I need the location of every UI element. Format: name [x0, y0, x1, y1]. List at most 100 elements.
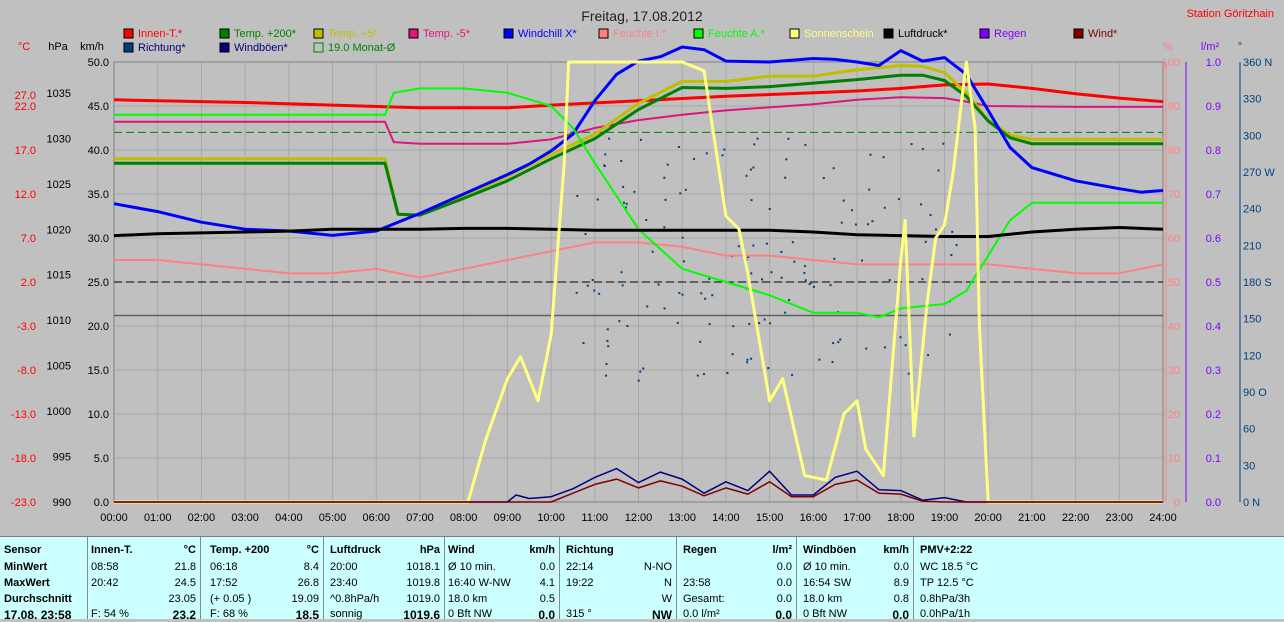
humidity-tick-label: 10 — [1168, 453, 1180, 465]
x-tick-label: 09:00 — [494, 512, 522, 524]
humidity-tick-label: 40 — [1168, 321, 1180, 333]
rain-tick-label: 0.1 — [1206, 453, 1221, 465]
stats-cell-value: W — [661, 593, 672, 605]
stats-cell-label: 0.8hPa/3h — [920, 593, 971, 605]
stats-row: 315 ° NW — [566, 608, 672, 622]
direction-point — [788, 299, 791, 302]
stats-cell-label: Gesamt: — [683, 593, 725, 605]
rain-tick-label: 0.3 — [1206, 365, 1221, 377]
humidity-tick-label: 30 — [1168, 365, 1180, 377]
direction-point — [642, 367, 645, 370]
temp-tick-label: 12.0 — [15, 189, 36, 201]
direction-point — [639, 370, 642, 373]
direction-tick-label: 270 W — [1243, 167, 1275, 179]
stats-label: 17.08. 23:58 — [4, 608, 72, 622]
stats-row: Gesamt: 0.0 — [683, 593, 792, 607]
direction-point — [748, 322, 751, 325]
stats-col-sensor: Sensor MinWert MaxWert Durchschnitt 17.0… — [0, 537, 88, 622]
x-tick-label: 17:00 — [843, 512, 871, 524]
legend-swatch — [883, 28, 894, 39]
legend-label: Luftdruck* — [898, 28, 948, 40]
direction-tick-label: 300 — [1243, 130, 1261, 142]
direction-point — [663, 176, 666, 179]
direction-point — [937, 169, 940, 172]
direction-point — [888, 279, 891, 282]
stats-cell-label: 0 Bft NW — [448, 608, 493, 620]
stats-cell-value: 0.0 — [776, 577, 792, 589]
rain-tick-label: 0.8 — [1206, 145, 1221, 157]
direction-point — [604, 153, 607, 156]
temp-tick-label: -3.0 — [17, 321, 36, 333]
temp-tick-label: -8.0 — [17, 365, 36, 377]
direction-point — [586, 284, 589, 287]
direction-point — [582, 342, 585, 345]
legend-label: Regen — [994, 28, 1026, 40]
direction-point — [833, 257, 836, 260]
stats-row: Ø 10 min. 0.0 — [803, 561, 909, 575]
direction-tick-label: 30 — [1243, 460, 1255, 472]
wind-tick-label: 0.0 — [94, 497, 109, 509]
temp-tick-label: 22.0 — [15, 101, 36, 113]
pressure-tick-label: 1030 — [47, 133, 71, 145]
stats-header: Wind km/h — [448, 544, 555, 556]
direction-point — [606, 339, 609, 342]
direction-point — [927, 354, 930, 357]
stats-cell-value: 24.5 — [174, 577, 196, 589]
direction-point — [591, 279, 594, 282]
humidity-tick-label: 0 — [1174, 497, 1180, 509]
stats-col-luftdruck: Luftdruck hPa 20:00 1018.1 23:40 1019.8 ^0.8hP… — [326, 537, 445, 622]
x-tick-label: 10:00 — [537, 512, 565, 524]
direction-point — [726, 371, 729, 374]
legend-swatch — [123, 28, 134, 39]
wind-tick-label: 30.0 — [88, 233, 109, 245]
stats-header: Richtung — [566, 544, 614, 556]
stats-header: Innen-T. °C — [91, 544, 196, 556]
stats-unit: °C — [183, 544, 196, 556]
direction-point — [702, 373, 705, 376]
stats-cell-value: 1019.8 — [406, 577, 440, 589]
x-tick-label: 05:00 — [319, 512, 347, 524]
direction-point — [606, 328, 609, 331]
legend-label: 19.0 Monat-Ø — [328, 42, 396, 54]
direction-point — [897, 198, 900, 201]
stats-cell-label: 20:00 — [330, 561, 358, 573]
rain-tick-label: 0.2 — [1206, 409, 1221, 421]
stats-cell-value: 8.9 — [893, 577, 909, 589]
direction-point — [664, 198, 667, 201]
direction-point — [829, 284, 832, 287]
direction-point — [921, 278, 924, 281]
direction-point — [746, 361, 749, 364]
temp-tick-label: 7.0 — [21, 233, 36, 245]
direction-point — [832, 167, 835, 170]
stats-cell-value: 0.0 — [892, 608, 909, 622]
stats-cell-value: 1019.6 — [403, 608, 440, 622]
direction-point — [607, 345, 610, 348]
direction-point — [767, 367, 770, 370]
direction-point — [618, 320, 621, 323]
stats-cell-label: 0 Bft NW — [803, 608, 848, 620]
stats-row: 19:22 N — [566, 577, 672, 591]
humidity-tick-label: 50 — [1168, 277, 1180, 289]
wind-tick-label: 40.0 — [88, 145, 109, 157]
direction-point — [907, 372, 910, 375]
direction-point — [822, 177, 825, 180]
legend-label: Windböen* — [234, 42, 289, 54]
temp-tick-label: -23.0 — [11, 497, 36, 509]
rain-tick-label: 0.6 — [1206, 233, 1221, 245]
pressure-tick-label: 1000 — [47, 406, 71, 418]
rain-tick-label: 0.4 — [1206, 321, 1221, 333]
direction-point — [832, 342, 835, 345]
x-tick-label: 13:00 — [668, 512, 696, 524]
direction-tick-label: 150 — [1243, 314, 1261, 326]
direction-point — [646, 305, 649, 308]
stats-cell-label: 23:58 — [683, 577, 711, 589]
direction-point — [871, 220, 874, 223]
stats-label: MaxWert — [4, 577, 50, 589]
direction-point — [731, 353, 734, 356]
direction-point — [651, 250, 654, 253]
weather-chart: 00:00 01:00 02:00 03:00 04:00 05:00 06:00 07:00… — [11, 8, 1275, 524]
direction-point — [605, 363, 608, 366]
direction-tick-label: 330 — [1243, 94, 1261, 106]
pressure-tick-label: 1035 — [47, 88, 71, 100]
direction-point — [793, 260, 796, 263]
